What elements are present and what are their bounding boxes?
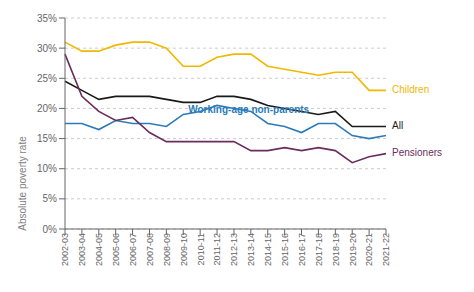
svg-text:2008-09: 2008-09	[162, 233, 172, 266]
svg-text:2016-17: 2016-17	[297, 233, 307, 266]
svg-text:2005-06: 2005-06	[111, 233, 121, 266]
svg-text:2019-20: 2019-20	[348, 233, 358, 266]
svg-text:Children: Children	[392, 84, 429, 95]
svg-text:2014-15: 2014-15	[263, 233, 273, 266]
svg-text:25%: 25%	[37, 73, 57, 84]
svg-text:Absolute poverty rate: Absolute poverty rate	[17, 136, 28, 231]
svg-text:2007-08: 2007-08	[145, 233, 155, 266]
svg-text:Working-age non-parents: Working-age non-parents	[188, 104, 309, 115]
svg-text:5%: 5%	[43, 193, 58, 204]
svg-text:20%: 20%	[37, 103, 57, 114]
svg-text:15%: 15%	[37, 133, 57, 144]
svg-text:0%: 0%	[43, 224, 58, 235]
svg-text:2013-14: 2013-14	[246, 233, 256, 266]
svg-text:All: All	[392, 120, 403, 131]
svg-text:2015-16: 2015-16	[280, 233, 290, 266]
svg-text:35%: 35%	[37, 13, 57, 24]
svg-text:2002-03: 2002-03	[60, 233, 70, 266]
svg-text:2012-13: 2012-13	[229, 233, 239, 266]
svg-text:2018-19: 2018-19	[331, 233, 341, 266]
svg-text:2010-11: 2010-11	[196, 233, 206, 265]
svg-text:2006-07: 2006-07	[128, 233, 138, 266]
svg-text:2020-21: 2020-21	[364, 233, 374, 266]
svg-text:10%: 10%	[37, 163, 57, 174]
svg-text:30%: 30%	[37, 43, 57, 54]
svg-text:2003-04: 2003-04	[77, 233, 87, 266]
svg-text:2011-12: 2011-12	[212, 233, 222, 265]
svg-text:2004-05: 2004-05	[94, 233, 104, 266]
svg-text:2009-10: 2009-10	[179, 233, 189, 266]
svg-text:2017-18: 2017-18	[314, 233, 324, 266]
svg-text:Pensioners: Pensioners	[392, 147, 442, 158]
svg-text:2021-22: 2021-22	[381, 233, 391, 266]
